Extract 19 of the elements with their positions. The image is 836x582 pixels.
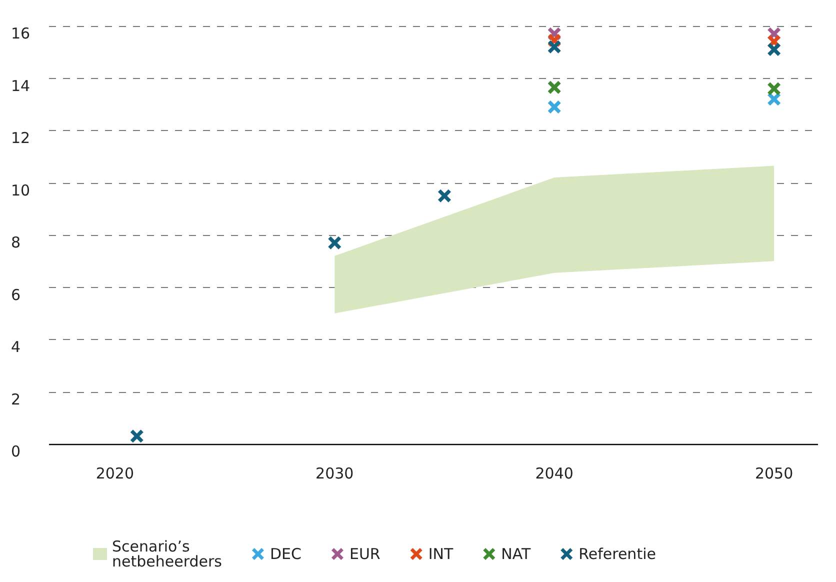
y-tick-label: 16 — [11, 24, 30, 42]
y-tick-label: 6 — [11, 286, 21, 304]
legend-label: Scenario’s netbeheerders — [112, 538, 222, 570]
y-tick-label: 0 — [11, 442, 21, 460]
y-tick-label: 4 — [11, 338, 21, 356]
legend-label: INT — [428, 545, 454, 563]
x-tick-label: 2030 — [316, 464, 354, 482]
y-tick-label: 8 — [11, 234, 21, 252]
x-tick-label: 2020 — [96, 464, 134, 482]
y-tick-label: 14 — [11, 76, 30, 95]
legend-label: NAT — [501, 545, 532, 563]
legend-label: EUR — [349, 545, 380, 563]
legend-label: DEC — [270, 545, 302, 563]
y-tick-label: 10 — [11, 181, 30, 200]
y-tick-label: 2 — [11, 390, 21, 408]
x-tick-label: 2040 — [535, 464, 574, 482]
x-tick-label: 2050 — [754, 464, 794, 482]
legend-label: Referentie — [578, 545, 656, 563]
y-tick-label: 12 — [11, 129, 30, 147]
